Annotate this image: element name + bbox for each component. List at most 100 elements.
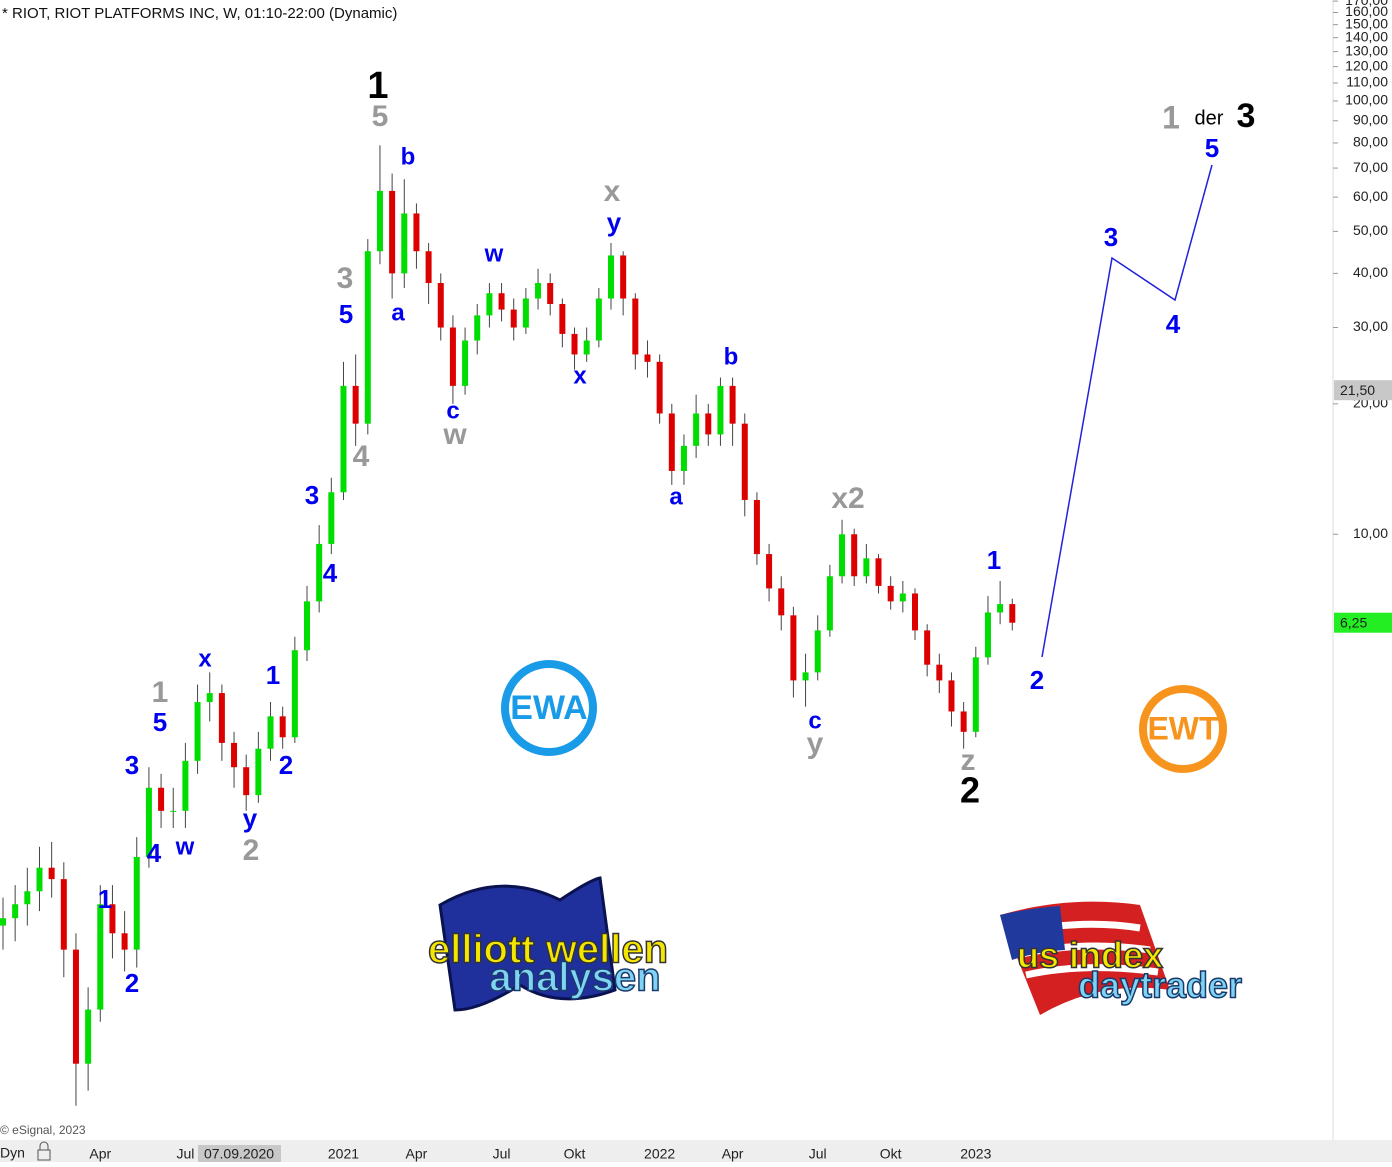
x-tick-label: 2023 — [960, 1146, 991, 1162]
us-top: us index — [1017, 935, 1163, 976]
cursor-label: 07.09.2020 — [204, 1146, 274, 1162]
wave-label: 5 — [153, 707, 167, 737]
wave-label: y — [607, 207, 622, 237]
x-tick-label: Jul — [809, 1146, 827, 1162]
candle-body — [766, 554, 773, 589]
candle-body — [218, 693, 225, 743]
projection-line — [1041, 164, 1213, 658]
candle-body — [389, 190, 396, 274]
candle-body — [802, 672, 809, 681]
candle-body — [24, 891, 31, 905]
candle-body — [437, 283, 444, 328]
y-tick-label: 160,00 — [1345, 3, 1388, 19]
candle-body — [595, 298, 602, 341]
x-tick-label: Jul — [176, 1146, 194, 1162]
ewa-text: EWA — [510, 689, 587, 727]
candle-body — [522, 298, 529, 328]
wave-label: y — [807, 727, 824, 760]
price-axis-panel — [1333, 0, 1392, 1140]
candle-body — [413, 213, 420, 252]
candle-body — [839, 534, 846, 577]
candle-body — [48, 867, 55, 880]
price-marker-label: 6,25 — [1340, 614, 1367, 630]
candle-body — [912, 593, 918, 631]
time-axis-panel — [0, 1140, 1392, 1162]
candle-body — [97, 904, 104, 1010]
candle-body — [790, 615, 797, 681]
x-tick-label: Okt — [880, 1146, 902, 1162]
x-tick-label: Apr — [406, 1146, 428, 1162]
candle-body — [60, 879, 67, 950]
wave-label: 2 — [243, 834, 260, 867]
candle-body — [340, 385, 347, 493]
candle-body — [814, 630, 821, 673]
candle-body — [145, 787, 152, 857]
wave-label: w — [484, 240, 504, 267]
candle-body — [644, 354, 651, 362]
candle-body — [498, 293, 505, 310]
x-tick-label: Okt — [564, 1146, 586, 1162]
candle-body — [36, 867, 43, 892]
wave-label: 2 — [960, 770, 980, 811]
wave-label: 5 — [339, 299, 353, 329]
candle-body — [182, 760, 189, 811]
candle-body — [352, 385, 359, 424]
candle-body — [133, 856, 140, 950]
candle-body — [170, 810, 177, 812]
wave-label: 4 — [353, 440, 370, 473]
candle-body — [12, 904, 19, 919]
candle-body — [680, 445, 687, 471]
y-tick-label: 110,00 — [1346, 74, 1388, 90]
ew-bottom: analysen — [489, 956, 660, 1000]
candle-body — [364, 251, 371, 424]
y-tick-label: 140,00 — [1345, 28, 1388, 44]
candle-body — [425, 251, 432, 284]
candle-body — [194, 702, 201, 761]
y-tick-label: 100,00 — [1345, 92, 1388, 108]
wave-label: w — [442, 418, 467, 451]
x-tick-label: Jul — [493, 1146, 511, 1162]
wave-label: b — [724, 343, 739, 370]
ew-top: elliott wellen — [428, 928, 668, 972]
wave-label: 4 — [1166, 309, 1181, 339]
y-tick-label: 40,00 — [1353, 264, 1388, 280]
y-tick-label: 90,00 — [1353, 111, 1388, 127]
price-marker-box — [1334, 612, 1392, 633]
wave-label: 1 — [98, 884, 112, 914]
wave-label: 2 — [125, 968, 139, 998]
wave-label: x — [604, 175, 621, 208]
wave-label: 3 — [337, 262, 354, 295]
candle-body — [231, 742, 238, 768]
wave-label: a — [391, 299, 405, 326]
y-tick-label: 10,00 — [1353, 525, 1388, 541]
y-tick-label: 80,00 — [1353, 134, 1388, 150]
candle-body — [620, 255, 627, 299]
candle-body — [972, 657, 979, 732]
wave-label: 5 — [372, 100, 389, 133]
wave-label: c — [808, 707, 821, 734]
candle-body — [535, 283, 542, 299]
candle-body — [656, 361, 663, 414]
candle-body — [291, 650, 298, 738]
candle-body — [899, 593, 906, 602]
candle-body — [875, 558, 882, 586]
wave-label: 4 — [147, 838, 162, 868]
candle-body — [984, 612, 991, 658]
lock-icon — [37, 1141, 51, 1161]
y-tick-label: 50,00 — [1353, 222, 1388, 238]
ewt-text: EWT — [1147, 710, 1219, 746]
wave-label: 1 — [266, 660, 280, 690]
wave-label: der — [1195, 107, 1224, 129]
candle-body — [85, 1009, 92, 1064]
wave-label: 2 — [279, 750, 293, 780]
wave-label: w — [175, 833, 195, 860]
wave-label: 4 — [323, 558, 338, 588]
candle-body — [887, 585, 894, 602]
candle-body — [571, 333, 578, 355]
price-marker-label: 21,50 — [1340, 382, 1375, 398]
copyright: © eSignal, 2023 — [0, 1123, 86, 1137]
y-tick-label: 130,00 — [1345, 42, 1388, 58]
candle-body — [121, 933, 128, 950]
y-tick-label: 120,00 — [1345, 57, 1388, 73]
